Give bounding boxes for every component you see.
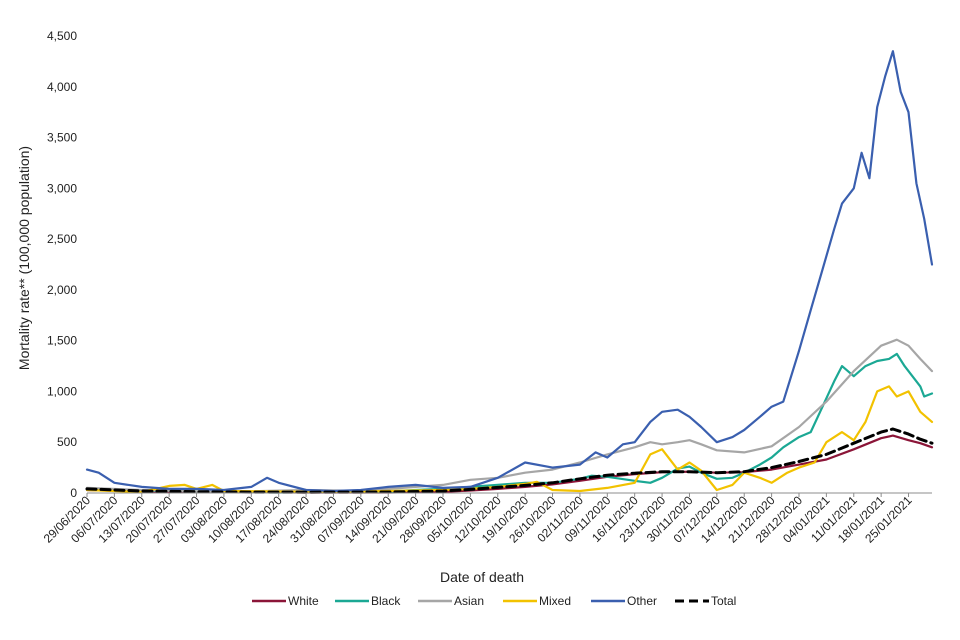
legend-label: Mixed	[539, 594, 571, 608]
y-tick-label: 1,000	[47, 384, 77, 398]
legend-label: Total	[711, 594, 736, 608]
y-tick-label: 500	[57, 435, 77, 449]
legend-label: Black	[371, 594, 401, 608]
plot-area	[85, 50, 934, 494]
y-axis-ticks: 0 500 1,000 1,500 2,000 2,500 3,000 3,500 4,000 4…	[47, 29, 77, 500]
series-line-total	[85, 427, 934, 494]
y-tick-label: 4,500	[47, 29, 77, 43]
legend-item-other: Other	[591, 594, 657, 608]
y-tick-label: 1,500	[47, 334, 77, 348]
legend-item-white: White	[252, 594, 319, 608]
legend-item-mixed: Mixed	[503, 594, 571, 608]
y-tick-label: 3,500	[47, 131, 77, 145]
x-axis-title: Date of death	[440, 569, 524, 585]
legend-item-black: Black	[335, 594, 401, 608]
series-line-other	[85, 50, 934, 493]
legend-item-asian: Asian	[418, 594, 484, 608]
y-tick-label: 3,000	[47, 181, 77, 195]
y-axis-title: Mortality rate** (100,000 population)	[16, 146, 32, 370]
y-tick-label: 4,000	[47, 80, 77, 94]
y-tick-label: 2,000	[47, 283, 77, 297]
legend-label: White	[288, 594, 319, 608]
series-line-asian	[85, 338, 934, 494]
legend-item-total: Total	[675, 594, 736, 608]
x-axis-ticks: 29/06/202006/07/202013/07/202020/07/2020…	[41, 493, 915, 546]
y-tick-label: 0	[70, 486, 77, 500]
legend-label: Asian	[454, 594, 484, 608]
y-tick-label: 2,500	[47, 232, 77, 246]
legend: White Black Asian Mixed Other Total	[252, 594, 736, 608]
legend-label: Other	[627, 594, 657, 608]
